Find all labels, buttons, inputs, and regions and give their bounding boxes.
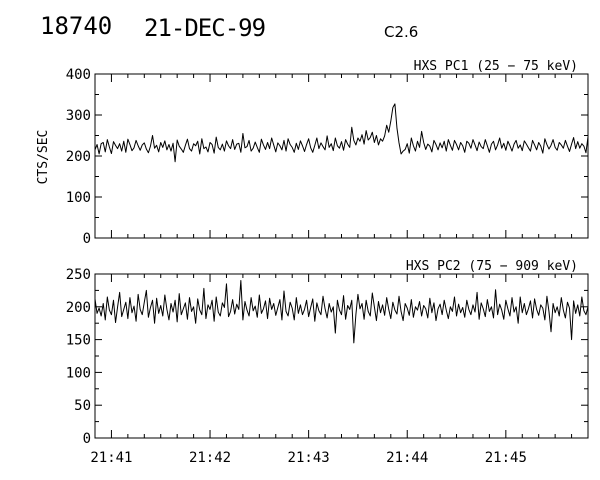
panel1-ytick-label: 0 xyxy=(83,231,91,247)
panel2-ytick-label: 200 xyxy=(66,300,91,316)
panel2-ytick-label: 150 xyxy=(66,333,91,349)
panel2-series-line xyxy=(94,280,589,344)
panel1-plot: 0 100 200 300 400 xyxy=(66,67,589,247)
panel1-ytick-label: 200 xyxy=(66,149,91,165)
panel2-ytick-label: 250 xyxy=(66,267,91,283)
panel2-title: HXS PC2 (75 − 909 keV) xyxy=(406,259,578,274)
panel1-title: HXS PC1 (25 − 75 keV) xyxy=(414,59,578,74)
panel1-frame xyxy=(94,73,589,239)
xtick-label: 21:42 xyxy=(189,450,231,466)
panel1-ytick-label: 100 xyxy=(66,190,91,206)
panel2-frame xyxy=(94,273,589,439)
xtick-label: 21:45 xyxy=(485,450,527,466)
panel2-ytick-label: 0 xyxy=(83,431,91,447)
panel2-plot: 0 50 100 150 200 250 21:41 21:42 21:43 21:44 21:45 xyxy=(66,267,589,466)
panel2-ytick-label: 100 xyxy=(66,365,91,381)
event-date: 21-DEC-99 xyxy=(144,14,266,42)
panel2-ytick-label: 50 xyxy=(74,398,91,414)
xtick-label: 21:41 xyxy=(90,450,132,466)
flare-class: C2.6 xyxy=(384,23,419,41)
xtick-label: 21:43 xyxy=(288,450,330,466)
panel1-ylabel: CTS/SEC xyxy=(36,130,51,185)
panel-group: 0 100 200 300 400 0 50 100 150 200 250 21:41 21:42 21… xyxy=(66,67,589,466)
event-number: 18740 xyxy=(40,12,113,40)
panel1-ytick-label: 400 xyxy=(66,67,91,83)
panel1-ytick-label: 300 xyxy=(66,108,91,124)
xtick-label: 21:44 xyxy=(386,450,428,466)
panel1-series-line xyxy=(94,103,589,163)
